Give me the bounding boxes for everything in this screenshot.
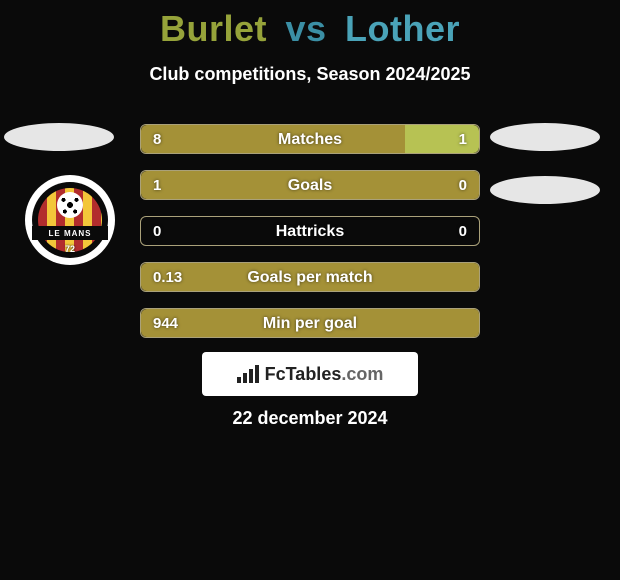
stat-value-left: 944 xyxy=(141,309,190,337)
stat-value-right: 0 xyxy=(447,171,479,199)
page-title: Burlet vs Lother xyxy=(0,0,620,50)
brand-suffix: .com xyxy=(341,364,383,384)
soccer-ball-icon xyxy=(57,192,83,218)
player1-club-badge: LE MANS 72 xyxy=(25,175,115,265)
stat-value-left: 0.13 xyxy=(141,263,194,291)
player2-placeholder-ellipse-2 xyxy=(490,176,600,204)
brand-name: FcTables xyxy=(265,364,342,384)
player1-placeholder-ellipse xyxy=(4,123,114,151)
stat-value-right: 0 xyxy=(447,217,479,245)
stat-value-left: 8 xyxy=(141,125,173,153)
stat-value-left: 1 xyxy=(141,171,173,199)
title-vs: vs xyxy=(285,8,326,49)
crest-year: 72 xyxy=(32,244,108,254)
brand-box: FcTables.com xyxy=(202,352,418,396)
stat-label: Hattricks xyxy=(141,217,479,245)
stat-label: Goals xyxy=(141,171,479,199)
stats-bars: Matches81Goals10Hattricks00Goals per mat… xyxy=(140,124,480,354)
stat-row: Goals per match0.13 xyxy=(140,262,480,292)
stat-row: Hattricks0 0 xyxy=(140,216,480,246)
stat-row: Goals1 0 xyxy=(140,170,480,200)
crest-club-name: LE MANS xyxy=(32,226,108,240)
subtitle: Club competitions, Season 2024/2025 xyxy=(0,64,620,85)
stat-row: Min per goal944 xyxy=(140,308,480,338)
brand-text: FcTables.com xyxy=(265,364,384,385)
stat-value-left: 0 xyxy=(141,217,173,245)
title-player2: Lother xyxy=(345,8,460,49)
club-crest-icon: LE MANS 72 xyxy=(32,182,108,258)
date-text: 22 december 2024 xyxy=(0,408,620,429)
stat-row: Matches8 1 xyxy=(140,124,480,154)
title-player1: Burlet xyxy=(160,8,267,49)
stat-label: Matches xyxy=(141,125,479,153)
bar-chart-icon xyxy=(237,365,259,383)
stat-value-right: 1 xyxy=(447,125,479,153)
stat-label: Min per goal xyxy=(141,309,479,337)
player2-placeholder-ellipse-1 xyxy=(490,123,600,151)
